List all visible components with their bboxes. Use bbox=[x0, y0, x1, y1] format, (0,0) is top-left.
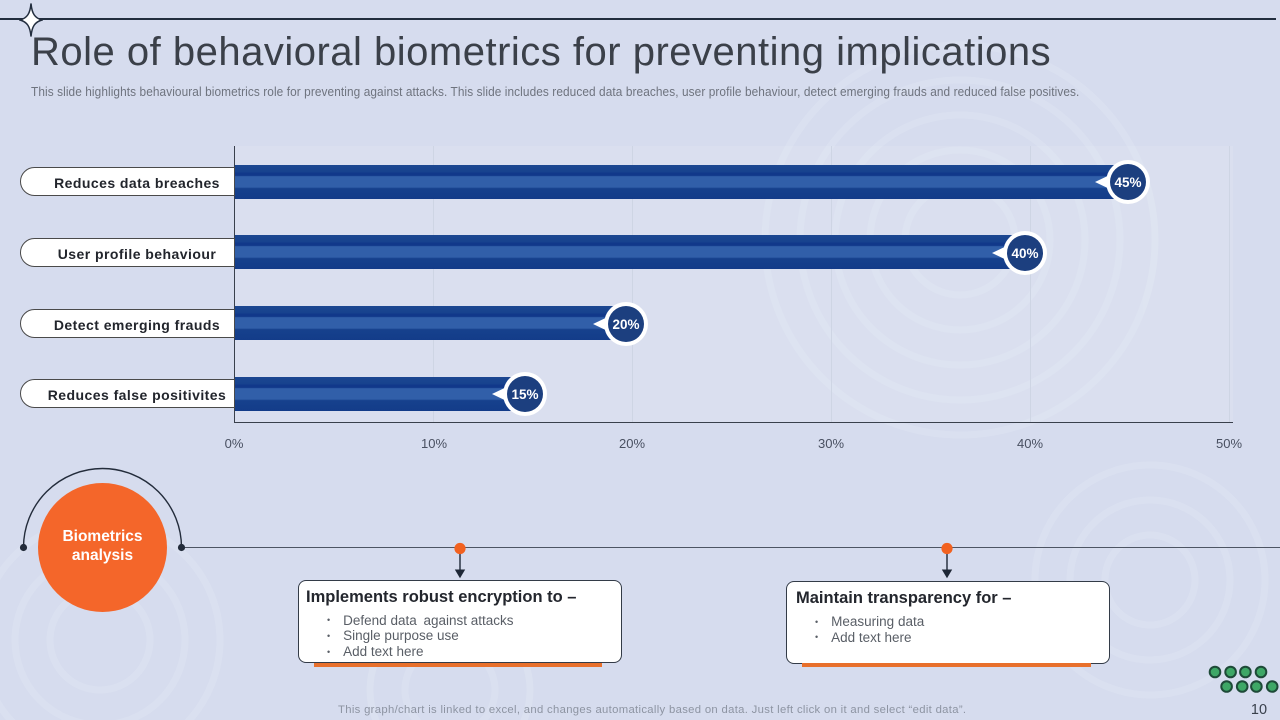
svg-text:45%: 45% bbox=[1114, 175, 1141, 190]
svg-text:15%: 15% bbox=[511, 387, 538, 402]
svg-text:40%: 40% bbox=[1011, 246, 1038, 261]
svg-text:20%: 20% bbox=[612, 317, 639, 332]
